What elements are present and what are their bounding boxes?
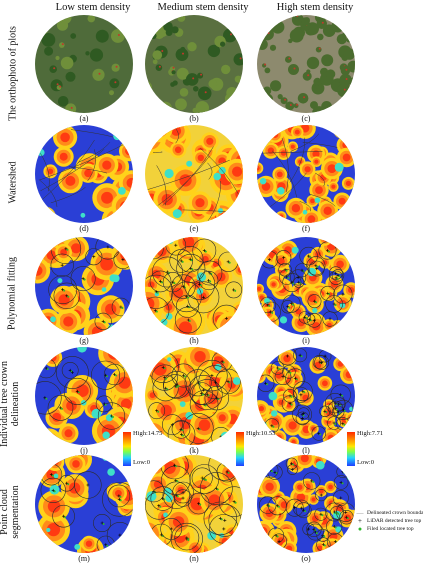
panel-letter: (j) (80, 446, 88, 455)
panel-polynomial-medium (145, 237, 243, 335)
plus-icon: + (358, 517, 362, 525)
dot-icon: ● (357, 525, 363, 533)
row-label-line-2: delineation (10, 381, 21, 427)
panel-letter: (k) (189, 446, 199, 455)
legend-label: Delineated crown boundary (367, 510, 423, 516)
colorbar-high (347, 432, 355, 466)
panel-letter: (b) (189, 114, 199, 123)
colorbar-high-high-label: High:7.71 (357, 430, 384, 437)
row-label-point-cloud: Point cloud segmentation (0, 469, 23, 555)
legend-item-field-top: ● Filed located tree top (356, 525, 423, 533)
panel-letter: (n) (189, 554, 199, 563)
panel-letter: (i) (302, 336, 310, 345)
legend-label: LiDAR detected tree top (367, 518, 422, 524)
colorbar-low-low-label: Low:0 (133, 459, 150, 466)
colorbar-high-low-label: Low:0 (357, 459, 374, 466)
row-label-line-1: Point cloud (0, 489, 10, 535)
panel-segmentation-low (35, 455, 133, 553)
panel-orthophoto-low (35, 15, 133, 113)
panel-watershed-low (35, 125, 133, 223)
colorbar-low (123, 432, 131, 466)
panel-letter: (d) (79, 224, 89, 233)
panel-watershed-medium (145, 125, 243, 223)
panel-segmentation-medium (145, 455, 243, 553)
legend-item-lidar-top: + LiDAR detected tree top (356, 517, 423, 525)
panel-delineation-low (35, 347, 133, 445)
panel-letter: (l) (302, 446, 310, 455)
panel-letter: (g) (79, 336, 89, 345)
column-header-high: High stem density (276, 2, 354, 13)
panel-letter: (m) (78, 554, 90, 563)
row-label-line-1: Individual tree crown (0, 360, 10, 448)
panel-orthophoto-medium (145, 15, 243, 113)
panel-letter: (e) (189, 224, 199, 233)
panel-letter: (c) (301, 114, 311, 123)
panel-watershed-high (257, 125, 355, 223)
panel-letter: (f) (302, 224, 310, 233)
row-label-polynomial: Polynomial fitting (6, 256, 18, 331)
line-icon: — (356, 509, 364, 517)
panel-polynomial-low (35, 237, 133, 335)
row-label-crown-delineation: Individual tree crown delineation (0, 349, 23, 459)
panel-polynomial-high (257, 237, 355, 335)
colorbar-medium (236, 432, 244, 466)
panel-orthophoto-high (257, 15, 355, 113)
panel-letter: (o) (301, 554, 311, 563)
row-label-orthophoto: The orthophoto of plots (7, 26, 19, 121)
legend-item-crown-boundary: — Delineated crown boundary (356, 509, 423, 517)
legend: — Delineated crown boundary + LiDAR dete… (356, 509, 423, 533)
panel-letter: (h) (189, 336, 199, 345)
column-header-medium: Medium stem density (157, 2, 249, 13)
panel-segmentation-high (257, 455, 355, 553)
panel-letter: (a) (79, 114, 89, 123)
colorbar-medium-high-label: High:10.53 (246, 430, 276, 437)
colorbar-low-high-label: High:14.75 (133, 430, 163, 437)
row-label-line-2: segmentation (10, 485, 21, 539)
row-label-watershed: Watershed (7, 161, 19, 204)
legend-label: Filed located tree top (367, 526, 414, 532)
column-header-low: Low stem density (55, 2, 131, 13)
